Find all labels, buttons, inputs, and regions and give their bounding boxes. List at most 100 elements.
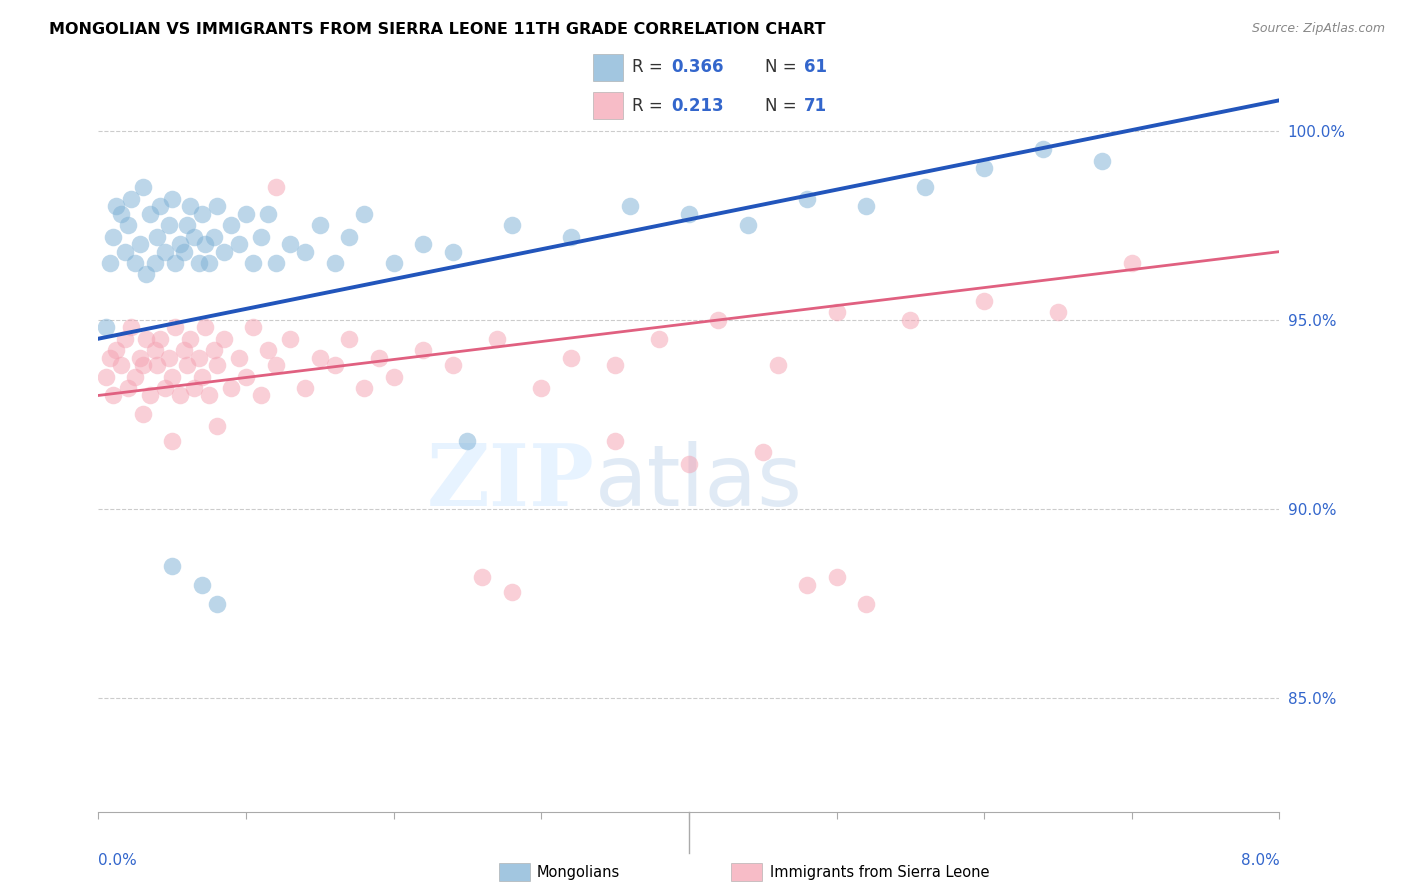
Text: N =: N = bbox=[765, 58, 801, 76]
Text: 61: 61 bbox=[804, 58, 827, 76]
Point bbox=[235, 207, 257, 221]
Point bbox=[382, 369, 405, 384]
Point bbox=[110, 207, 132, 221]
Point bbox=[103, 388, 125, 402]
Point bbox=[228, 351, 250, 365]
Text: N =: N = bbox=[765, 96, 801, 114]
Point bbox=[117, 218, 139, 232]
Point bbox=[501, 218, 523, 232]
Point bbox=[165, 320, 187, 334]
Point bbox=[280, 237, 302, 252]
Point bbox=[309, 218, 332, 232]
Point bbox=[98, 256, 121, 270]
Point bbox=[194, 320, 217, 334]
Point bbox=[110, 358, 132, 372]
Text: atlas: atlas bbox=[595, 441, 803, 524]
Point bbox=[264, 180, 287, 194]
Point bbox=[294, 381, 316, 395]
Point bbox=[648, 332, 671, 346]
Point bbox=[198, 256, 221, 270]
Point bbox=[173, 244, 195, 259]
Point bbox=[114, 244, 136, 259]
Point bbox=[486, 332, 509, 346]
Point bbox=[212, 332, 235, 346]
Point bbox=[323, 358, 346, 372]
Point bbox=[228, 237, 250, 252]
Point bbox=[114, 332, 136, 346]
Point bbox=[103, 229, 125, 244]
Point bbox=[353, 381, 375, 395]
Point bbox=[183, 229, 205, 244]
Point bbox=[1032, 143, 1054, 157]
Point bbox=[605, 358, 627, 372]
Point bbox=[368, 351, 391, 365]
Point bbox=[501, 585, 523, 599]
Point bbox=[143, 343, 166, 357]
Point bbox=[973, 293, 995, 308]
Point bbox=[339, 332, 361, 346]
Point bbox=[560, 351, 582, 365]
Text: ZIP: ZIP bbox=[426, 440, 595, 524]
Point bbox=[235, 369, 257, 384]
Point bbox=[183, 381, 205, 395]
Point bbox=[124, 256, 146, 270]
Point bbox=[169, 388, 191, 402]
Point bbox=[169, 237, 191, 252]
Point bbox=[323, 256, 346, 270]
Point bbox=[257, 343, 280, 357]
Point bbox=[132, 408, 155, 422]
Point bbox=[128, 351, 150, 365]
Point bbox=[187, 351, 209, 365]
Text: 8.0%: 8.0% bbox=[1240, 853, 1279, 868]
Point bbox=[796, 577, 818, 591]
Point bbox=[605, 434, 627, 448]
Point bbox=[205, 358, 228, 372]
Text: MONGOLIAN VS IMMIGRANTS FROM SIERRA LEONE 11TH GRADE CORRELATION CHART: MONGOLIAN VS IMMIGRANTS FROM SIERRA LEON… bbox=[49, 22, 825, 37]
Point bbox=[146, 358, 169, 372]
Point bbox=[198, 388, 221, 402]
Point bbox=[191, 369, 214, 384]
Point bbox=[162, 558, 183, 573]
Point bbox=[162, 192, 183, 206]
Point bbox=[94, 320, 117, 334]
Point bbox=[900, 312, 922, 326]
Point bbox=[117, 381, 139, 395]
Point bbox=[264, 256, 287, 270]
Point bbox=[135, 268, 157, 282]
Point bbox=[157, 218, 180, 232]
Text: R =: R = bbox=[631, 58, 668, 76]
Point bbox=[135, 332, 157, 346]
Point bbox=[179, 199, 201, 213]
Point bbox=[250, 388, 273, 402]
Point bbox=[146, 229, 169, 244]
Point bbox=[242, 320, 264, 334]
Point bbox=[221, 381, 243, 395]
Point bbox=[212, 244, 235, 259]
Text: 0.366: 0.366 bbox=[671, 58, 724, 76]
Point bbox=[412, 237, 434, 252]
Point bbox=[194, 237, 217, 252]
Point bbox=[157, 351, 180, 365]
Text: 71: 71 bbox=[804, 96, 827, 114]
Point bbox=[173, 343, 195, 357]
Point bbox=[128, 237, 150, 252]
Point bbox=[560, 229, 582, 244]
Point bbox=[412, 343, 434, 357]
Text: 0.213: 0.213 bbox=[671, 96, 724, 114]
Point bbox=[105, 343, 128, 357]
Point bbox=[280, 332, 302, 346]
Point bbox=[162, 369, 183, 384]
Point bbox=[94, 369, 117, 384]
Text: Immigrants from Sierra Leone: Immigrants from Sierra Leone bbox=[770, 865, 990, 880]
Point bbox=[165, 256, 187, 270]
Point bbox=[132, 180, 155, 194]
Point bbox=[105, 199, 128, 213]
Text: Mongolians: Mongolians bbox=[537, 865, 620, 880]
Point bbox=[294, 244, 316, 259]
Point bbox=[187, 256, 209, 270]
Point bbox=[678, 207, 700, 221]
Point bbox=[153, 244, 176, 259]
Point bbox=[1091, 153, 1114, 168]
Point bbox=[914, 180, 936, 194]
Point bbox=[530, 381, 553, 395]
